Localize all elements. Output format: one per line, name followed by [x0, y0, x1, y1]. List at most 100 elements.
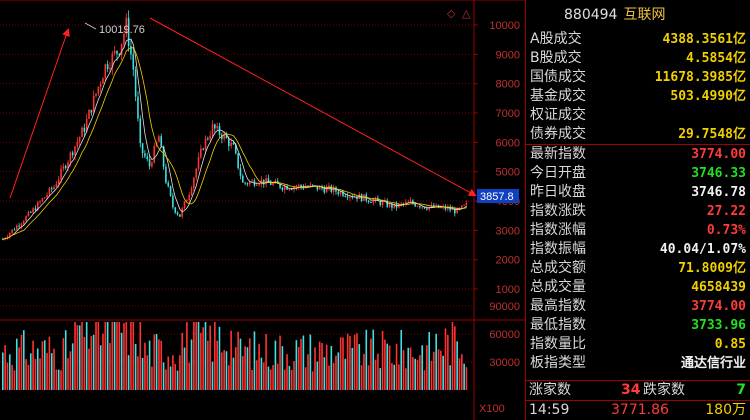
candle-body	[433, 204, 435, 208]
candle-body	[83, 127, 86, 132]
volume-bar	[321, 343, 323, 390]
volume-bar	[183, 347, 186, 390]
candle-body	[426, 208, 428, 210]
candle-body	[323, 188, 326, 193]
candle-body	[202, 148, 204, 150]
volume-bar	[57, 369, 60, 390]
volume-bar	[195, 322, 197, 390]
price-tick-label: 5000	[496, 167, 520, 179]
volume-bar	[451, 322, 454, 390]
volume-bar	[146, 355, 149, 390]
volume-bar	[6, 362, 9, 390]
candle-body	[183, 201, 186, 209]
candle-body	[356, 196, 358, 199]
ma10-line	[2, 47, 467, 240]
quote-row: 权证成交	[526, 106, 750, 125]
volume-bar	[463, 363, 465, 390]
volume-bar	[144, 342, 146, 390]
volume-bar	[235, 347, 237, 390]
candle-body	[386, 200, 389, 207]
volume-bar	[125, 322, 128, 390]
volume-bar	[358, 344, 361, 390]
volume-bar	[342, 337, 344, 390]
candle-body	[200, 148, 202, 158]
volume-bar	[346, 333, 349, 390]
volume-bar	[302, 335, 305, 390]
candle-body	[81, 127, 83, 138]
volume-bar	[46, 352, 48, 390]
volume-bar	[444, 328, 447, 390]
candle-body	[349, 196, 351, 198]
volume-bar	[88, 348, 90, 390]
volume-bar	[281, 346, 284, 390]
price-tick-label: 10000	[489, 20, 520, 32]
volume-bar	[11, 364, 13, 390]
quote-row: 指数振幅 40.04/1.07%	[526, 240, 750, 259]
candle-body	[15, 225, 18, 230]
volume-bar	[309, 334, 312, 390]
volume-bar	[407, 347, 410, 390]
quote-row-value: 27.22	[706, 204, 746, 219]
quote-row-label: B股成交	[530, 50, 582, 66]
volume-bar	[97, 322, 100, 390]
candle-body	[78, 137, 81, 142]
quote-row: 总成交额 71.8009亿	[526, 259, 750, 278]
volume-bar	[162, 362, 165, 390]
volume-bar	[130, 322, 132, 390]
volume-bar	[370, 338, 372, 390]
candle-body	[167, 182, 170, 187]
candle-body	[71, 152, 74, 156]
candle-body	[188, 195, 190, 201]
candle-body	[211, 124, 214, 136]
quote-row-value: 0.85	[714, 337, 746, 352]
quote-row-value: 3733.96	[691, 318, 746, 333]
kline-chart[interactable]: 1000090008000700060005000400030002000100…	[0, 0, 525, 420]
volume-bar	[435, 333, 437, 390]
candle-body	[262, 179, 265, 185]
volume-bar	[221, 352, 223, 390]
candle-body	[281, 187, 284, 190]
volume-bar	[384, 339, 386, 390]
diamond-icon[interactable]: ◇	[447, 7, 456, 20]
candle-body	[409, 200, 412, 202]
peak-leader-line	[84, 22, 97, 30]
candle-body	[123, 33, 125, 44]
volume-bar	[71, 343, 74, 390]
candle-body	[29, 211, 32, 213]
volume-bar	[267, 366, 270, 390]
candle-body	[13, 229, 16, 231]
volume-bar	[360, 365, 363, 390]
candle-body	[118, 53, 121, 56]
candle-body	[151, 162, 153, 167]
quote-row-value: 29.7548亿	[678, 127, 746, 142]
candle-body	[99, 83, 102, 87]
volume-bar	[265, 333, 267, 390]
volume-bar	[260, 357, 263, 390]
candle-body	[127, 17, 130, 47]
candle-body	[412, 200, 414, 204]
quote-row: A股成交 4388.3561亿	[526, 30, 750, 49]
triangle-icon[interactable]: △	[462, 7, 471, 20]
candle-body	[132, 54, 135, 70]
volume-bar	[402, 350, 405, 390]
volume-bar	[60, 370, 62, 390]
volume-bar	[62, 338, 65, 390]
candle-body	[414, 203, 417, 207]
quote-row: 最低指数 3733.96	[526, 316, 750, 335]
candle-body	[50, 188, 53, 190]
down-count: 7	[736, 382, 746, 398]
volume-bar	[155, 333, 158, 390]
candle-body	[346, 196, 349, 198]
candle-body	[34, 208, 37, 211]
volume-bar	[218, 326, 221, 390]
down-count-label: 跌家数	[643, 382, 685, 398]
volume-bar	[55, 369, 58, 390]
candle-body	[288, 189, 291, 191]
volume-bar	[416, 359, 419, 390]
volume-bar	[430, 360, 433, 390]
candle-body	[416, 206, 419, 208]
volume-bar	[134, 344, 137, 390]
volume-bar	[160, 340, 163, 390]
volume-bar	[437, 349, 440, 390]
candle-body	[8, 232, 11, 237]
